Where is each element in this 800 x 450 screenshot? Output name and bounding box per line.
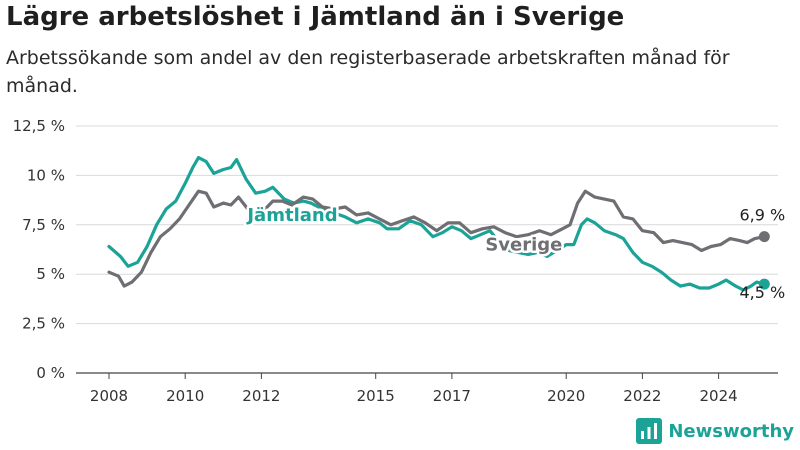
y-tick-label: 12,5 % xyxy=(13,117,65,135)
y-tick-label: 7,5 % xyxy=(22,216,65,234)
x-tick-label: 2022 xyxy=(623,387,661,405)
end-value-label-jmtland: 4,5 % xyxy=(739,283,785,302)
grid-lines xyxy=(76,125,778,374)
series-labels: 4,5 % Jämtland 6,9 % Sverige xyxy=(243,202,785,302)
x-tick-label: 2008 xyxy=(90,387,128,405)
end-point-jmtland xyxy=(758,278,770,290)
x-tick-label: 2015 xyxy=(357,387,395,405)
y-tick-label: 2,5 % xyxy=(22,315,65,333)
brand-name: Newsworthy xyxy=(668,420,794,442)
x-tick-label: 2024 xyxy=(700,387,738,405)
chart-subtitle: Arbetssökande som andel av den registerb… xyxy=(6,47,730,97)
y-tick-label: 10 % xyxy=(27,166,65,184)
series-line-jmtland xyxy=(107,156,766,292)
newsworthy-logo-icon xyxy=(636,418,663,444)
x-tick-label: 2020 xyxy=(547,387,585,405)
x-tick-label: 2017 xyxy=(433,387,471,405)
end-point-sverige xyxy=(758,231,770,243)
x-tick-label: 2012 xyxy=(242,387,280,405)
series-line-sverige xyxy=(107,189,766,288)
x-axis-ticks: 2008 2010 2012 2015 2017 2020 2022 2024 xyxy=(90,373,738,405)
brand-logo: Newsworthy xyxy=(636,418,794,444)
end-value-label-sverige: 6,9 % xyxy=(739,206,785,225)
chart-title: Lägre arbetslöshet i Jämtland än i Sveri… xyxy=(6,2,625,32)
series-label-jmtland: Jämtland xyxy=(245,205,337,226)
y-axis-tick-labels: 0 % 2,5 % 5 % 7,5 % 10 % 12,5 % xyxy=(13,117,65,382)
series-label-sverige: Sverige xyxy=(485,235,562,256)
y-tick-label: 5 % xyxy=(36,265,65,283)
series-lines xyxy=(107,156,770,292)
y-tick-label: 0 % xyxy=(36,364,65,382)
x-tick-label: 2010 xyxy=(166,387,204,405)
